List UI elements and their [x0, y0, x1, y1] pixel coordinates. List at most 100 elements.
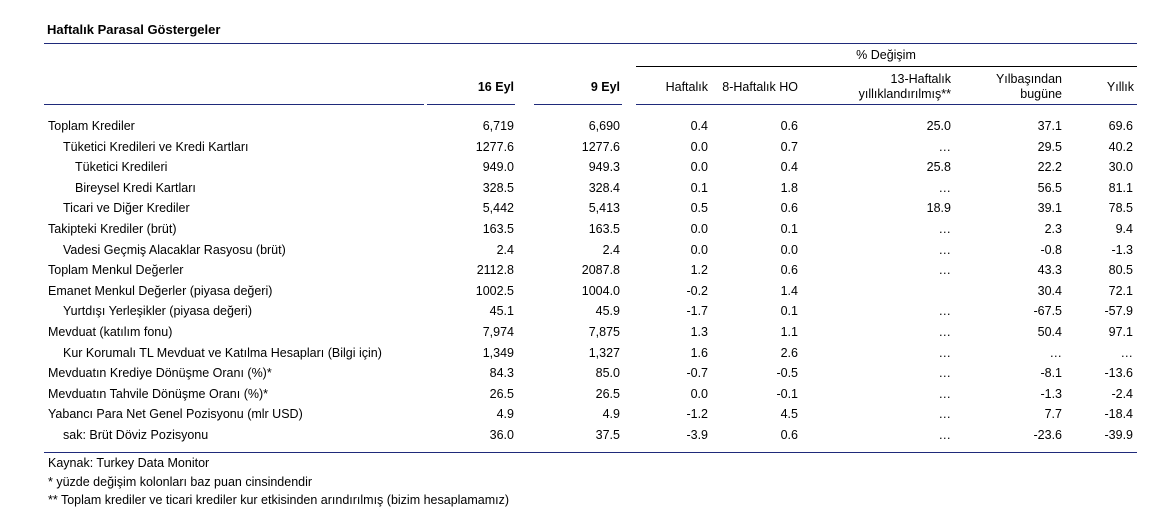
value-ytd: -0.8 [1040, 242, 1062, 257]
value-9-eyl: 1277.6 [581, 139, 620, 154]
value-haftalik: -3.9 [686, 428, 708, 442]
value-13-haftalik: … [938, 345, 952, 360]
value-ytd: 7.7 [1044, 407, 1062, 422]
value-yillik: 81.1 [1108, 180, 1133, 195]
row-label: Tüketici Kredileri [75, 160, 168, 175]
value-9-eyl: 2.4 [602, 242, 620, 257]
table-row: Kur Korumalı TL Mevduat ve Katılma Hesap… [0, 343, 1160, 364]
value-yillik: 30.0 [1108, 160, 1133, 175]
table-row: Vadesi Geçmiş Alacaklar Rasyosu (brüt) 2.… [0, 240, 1160, 261]
value-ytd: 43.3 [1037, 263, 1062, 278]
value-13-haftalik: … [938, 366, 952, 381]
value-haftalik: -1.7 [686, 304, 708, 319]
row-label: Toplam Krediler [48, 119, 135, 133]
value-8-haftalik-ho: 1.4 [780, 283, 798, 298]
value-16-eyl: 2112.8 [476, 263, 514, 278]
value-13-haftalik: … [938, 407, 952, 422]
header-rule-pct [636, 104, 1137, 105]
value-16-eyl: 36.0 [489, 428, 514, 442]
value-8-haftalik-ho: -0.5 [776, 366, 798, 381]
value-13-haftalik: 25.8 [926, 160, 951, 175]
table-row: Mevduatın Krediye Dönüşme Oranı (%)* 84.3… [0, 363, 1160, 384]
value-8-haftalik-ho: 1.1 [780, 325, 798, 339]
value-yillik: 9.4 [1115, 222, 1133, 236]
table-row: Takipteki Krediler (brüt) 163.5 163.5 0.0 0.… [0, 219, 1160, 240]
value-yillik: -2.4 [1111, 386, 1133, 401]
value-16-eyl: 4.9 [496, 407, 514, 422]
col-header-13-haftalik: 13-Haftalık yıllıklandırılmış** [859, 72, 951, 102]
value-9-eyl: 4.9 [602, 407, 620, 422]
value-13-haftalik: … [938, 304, 952, 319]
row-label: sak: Brüt Döviz Pozisyonu [63, 428, 209, 442]
value-8-haftalik-ho: 0.6 [780, 263, 798, 278]
value-ytd: 39.1 [1037, 201, 1062, 216]
col-header-ytd-line1: Yılbaşından [995, 72, 1062, 86]
value-haftalik: -0.2 [686, 283, 708, 298]
table-row: Yabancı Para Net Genel Pozisyonu (mlr US… [0, 404, 1160, 425]
value-9-eyl: 37.5 [595, 428, 620, 442]
value-yillik: 69.6 [1108, 119, 1133, 133]
value-yillik: … [1120, 345, 1134, 360]
value-ytd: 56.5 [1037, 180, 1062, 195]
footnote-fx-adjusted: ** Toplam krediler ve ticari krediler ku… [48, 493, 510, 507]
value-13-haftalik: … [938, 222, 952, 236]
table-row: Toplam Krediler 6,719 6,690 0.4 0.6 25.0 37.1 6… [0, 116, 1160, 137]
value-haftalik: 0.0 [690, 160, 708, 175]
value-haftalik: 1.2 [690, 263, 708, 278]
top-rule [44, 43, 1137, 44]
value-yillik: -39.9 [1104, 428, 1134, 442]
header-rule-label [44, 104, 424, 105]
value-haftalik: 1.3 [690, 325, 708, 339]
table-row: Emanet Menkul Değerler (piyasa değeri) 10… [0, 281, 1160, 302]
table-row: Bireysel Kredi Kartları 328.5 328.4 0.1 1.8 …… [0, 178, 1160, 199]
table-row: Tüketici Kredileri ve Kredi Kartları 1277… [0, 137, 1160, 158]
value-9-eyl: 45.9 [595, 304, 620, 319]
value-yillik: -18.4 [1104, 407, 1134, 422]
value-16-eyl: 328.5 [482, 180, 514, 195]
value-9-eyl: 1,327 [588, 345, 620, 360]
value-8-haftalik-ho: 4.5 [780, 407, 798, 422]
footnote-source: Kaynak: Turkey Data Monitor [48, 456, 210, 470]
header-rule-9 [534, 104, 622, 105]
col-header-9-eyl: 9 Eyl [590, 80, 620, 94]
value-16-eyl: 84.3 [489, 366, 514, 381]
row-label: Mevduat (katılım fonu) [48, 325, 173, 339]
table-title: Haftalık Parasal Göstergeler [47, 22, 221, 37]
value-16-eyl: 1277.6 [475, 139, 514, 154]
col-header-yillik: Yıllık [1106, 80, 1134, 94]
table-row: Yurtdışı Yerleşikler (piyasa değeri) 45.1… [0, 301, 1160, 322]
value-haftalik: 0.0 [690, 242, 708, 257]
value-16-eyl: 2.4 [496, 242, 514, 257]
value-ytd: … [1049, 345, 1063, 360]
value-ytd: 2.3 [1044, 222, 1062, 236]
value-9-eyl: 6,690 [588, 119, 620, 133]
value-8-haftalik-ho: 0.1 [780, 304, 798, 319]
value-ytd: 30.4 [1037, 283, 1062, 298]
col-header-16-eyl: 16 Eyl [477, 80, 514, 94]
row-label: Yurtdışı Yerleşikler (piyasa değeri) [63, 304, 252, 319]
value-9-eyl: 949.3 [588, 160, 620, 175]
value-ytd: 50.4 [1037, 325, 1062, 339]
table-row: Ticari ve Diğer Krediler 5,442 5,413 0.5 0.6… [0, 198, 1160, 219]
value-8-haftalik-ho: 0.6 [780, 201, 798, 216]
value-yillik: 97.1 [1108, 325, 1133, 339]
value-16-eyl: 1,349 [482, 345, 514, 360]
value-13-haftalik: … [938, 263, 952, 278]
value-8-haftalik-ho: 0.1 [780, 222, 798, 236]
row-label: Bireysel Kredi Kartları [75, 180, 196, 195]
value-yillik: -57.9 [1104, 304, 1134, 319]
value-8-haftalik-ho: 2.6 [780, 345, 798, 360]
value-ytd: 37.1 [1037, 119, 1062, 133]
value-16-eyl: 1002.5 [475, 283, 514, 298]
row-label: Mevduatın Tahvile Dönüşme Oranı (%)* [48, 386, 269, 401]
table-row: Mevduatın Tahvile Dönüşme Oranı (%)* 26.5… [0, 384, 1160, 405]
value-yillik: -1.3 [1111, 242, 1133, 257]
value-13-haftalik: … [938, 325, 952, 339]
header-rule-16 [427, 104, 515, 105]
value-9-eyl: 7,875 [588, 325, 620, 339]
value-haftalik: 0.5 [690, 201, 708, 216]
value-ytd: -1.3 [1040, 386, 1062, 401]
value-haftalik: 1.6 [690, 345, 708, 360]
row-label: Tüketici Kredileri ve Kredi Kartları [63, 139, 249, 154]
value-13-haftalik: … [938, 386, 952, 401]
